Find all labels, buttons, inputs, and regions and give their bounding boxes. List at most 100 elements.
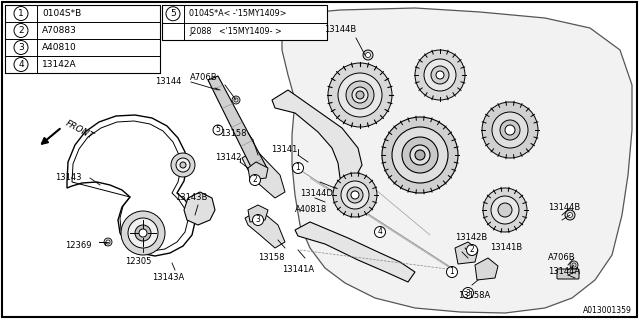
Text: A70883: A70883 (42, 26, 77, 35)
Text: 0104S*A< -'15MY1409>: 0104S*A< -'15MY1409> (189, 9, 287, 18)
Polygon shape (184, 192, 215, 225)
Circle shape (250, 174, 260, 186)
Polygon shape (272, 90, 362, 178)
Circle shape (431, 66, 449, 84)
Circle shape (467, 244, 477, 255)
Text: A706B: A706B (548, 253, 575, 262)
Circle shape (14, 41, 28, 54)
Circle shape (492, 112, 528, 148)
Text: 13144B: 13144B (324, 26, 356, 35)
Circle shape (498, 203, 512, 217)
Polygon shape (475, 258, 498, 280)
Circle shape (328, 63, 392, 127)
Text: 13143: 13143 (55, 173, 81, 182)
Text: 13144A: 13144A (548, 268, 580, 276)
Text: A40810: A40810 (42, 43, 77, 52)
Circle shape (347, 187, 363, 203)
Polygon shape (295, 222, 415, 282)
Circle shape (491, 196, 519, 224)
Text: 13142: 13142 (215, 154, 241, 163)
Circle shape (232, 96, 240, 104)
FancyBboxPatch shape (162, 5, 327, 40)
Text: 4: 4 (18, 60, 24, 69)
Text: 13141: 13141 (271, 145, 298, 154)
Circle shape (180, 162, 186, 168)
FancyBboxPatch shape (2, 2, 637, 317)
Text: 2: 2 (470, 245, 474, 254)
Circle shape (135, 225, 151, 241)
Text: 3: 3 (465, 289, 470, 298)
Circle shape (338, 73, 382, 117)
Circle shape (104, 238, 112, 246)
Text: 1: 1 (450, 268, 454, 276)
Circle shape (128, 218, 158, 248)
Circle shape (341, 181, 369, 209)
Polygon shape (208, 76, 267, 175)
FancyBboxPatch shape (557, 269, 579, 279)
Polygon shape (248, 162, 268, 180)
Circle shape (415, 50, 465, 100)
Circle shape (392, 127, 448, 183)
Circle shape (402, 137, 438, 173)
Circle shape (374, 227, 385, 237)
Circle shape (346, 81, 374, 109)
Circle shape (356, 91, 364, 99)
Text: 13158: 13158 (220, 129, 246, 138)
Text: 13158: 13158 (258, 253, 285, 262)
Text: 5: 5 (170, 9, 176, 18)
Circle shape (14, 58, 28, 71)
Circle shape (176, 158, 190, 172)
Circle shape (410, 145, 430, 165)
Circle shape (363, 50, 373, 60)
Circle shape (500, 120, 520, 140)
Text: A013001359: A013001359 (583, 306, 632, 315)
Circle shape (482, 102, 538, 158)
Circle shape (365, 52, 371, 58)
Circle shape (568, 212, 573, 218)
Polygon shape (245, 210, 285, 248)
FancyBboxPatch shape (5, 5, 160, 73)
Text: 3: 3 (18, 43, 24, 52)
Circle shape (106, 240, 110, 244)
Text: 13143B: 13143B (175, 194, 207, 203)
Circle shape (234, 98, 238, 102)
Polygon shape (455, 242, 478, 264)
Text: 13142B: 13142B (455, 234, 487, 243)
Circle shape (14, 6, 28, 20)
Text: 3: 3 (255, 215, 260, 225)
Circle shape (351, 191, 359, 199)
Circle shape (565, 210, 575, 220)
Text: 13142A: 13142A (42, 60, 77, 69)
Circle shape (415, 150, 425, 160)
Circle shape (424, 59, 456, 91)
Circle shape (253, 214, 264, 226)
Circle shape (447, 267, 458, 277)
Circle shape (14, 23, 28, 37)
Text: 4: 4 (378, 228, 383, 236)
Text: 13143A: 13143A (152, 274, 184, 283)
Circle shape (352, 87, 368, 103)
Circle shape (570, 261, 578, 269)
Text: A40818: A40818 (295, 205, 327, 214)
Text: 2: 2 (253, 175, 257, 185)
Text: 13141B: 13141B (490, 244, 522, 252)
Text: 13144B: 13144B (548, 204, 580, 212)
Text: 13144: 13144 (155, 77, 181, 86)
Text: 5: 5 (216, 125, 220, 134)
Circle shape (121, 211, 165, 255)
Circle shape (139, 229, 147, 237)
Text: FRONT: FRONT (64, 119, 95, 141)
Polygon shape (248, 205, 268, 222)
Circle shape (213, 125, 223, 135)
Text: 13141A: 13141A (282, 266, 314, 275)
Circle shape (171, 153, 195, 177)
Text: 1: 1 (18, 9, 24, 18)
Circle shape (463, 287, 474, 299)
Text: 1: 1 (296, 164, 300, 172)
Circle shape (572, 263, 576, 267)
Text: 0104S*B: 0104S*B (42, 9, 81, 18)
Circle shape (333, 173, 377, 217)
Circle shape (166, 7, 180, 21)
Circle shape (382, 117, 458, 193)
Circle shape (436, 71, 444, 79)
